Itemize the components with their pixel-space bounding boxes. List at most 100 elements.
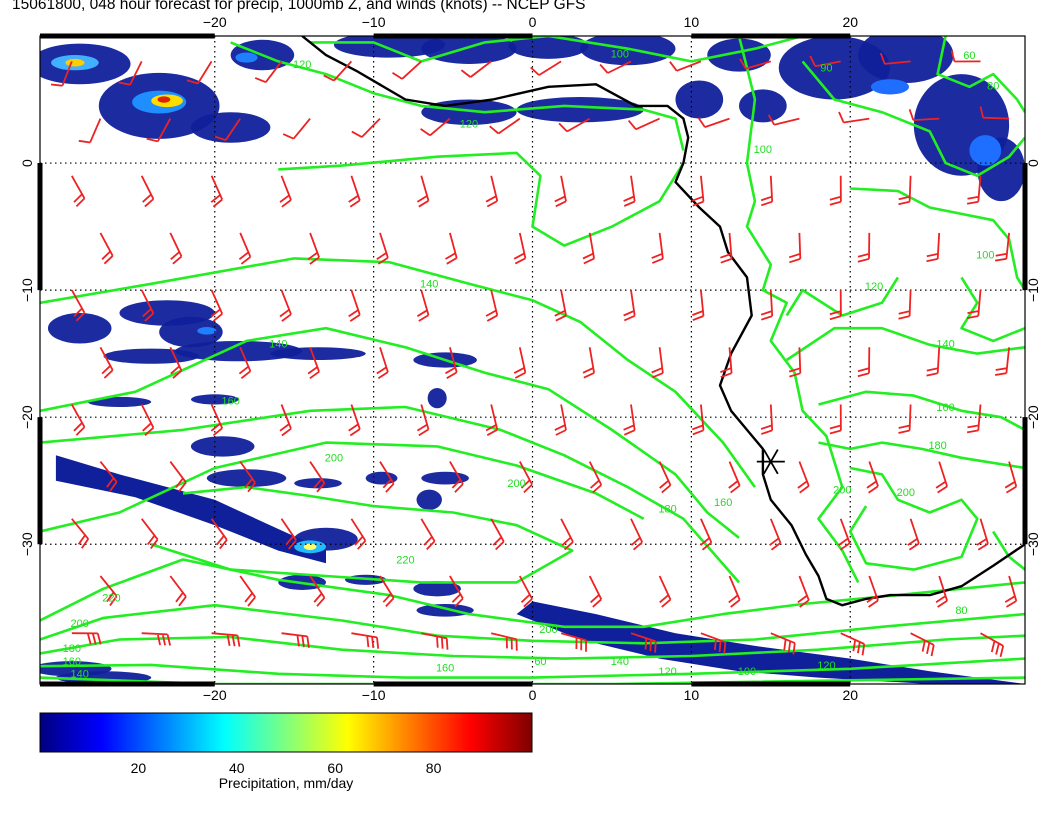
contour-label: 120 xyxy=(817,660,835,672)
wind-barb xyxy=(1004,461,1018,494)
wind-barb xyxy=(348,404,361,437)
precip-band xyxy=(55,455,327,564)
wind-barb xyxy=(416,404,430,437)
contour-label: 60 xyxy=(534,656,546,668)
precip-core xyxy=(303,543,317,550)
wind-barb xyxy=(351,117,381,138)
wind-barb xyxy=(797,575,810,608)
precip-area xyxy=(159,316,223,348)
precipitation-colorbar: 20 40 60 80 xyxy=(39,712,533,776)
contour-label: 160 xyxy=(714,497,732,509)
wind-barb xyxy=(651,232,664,264)
wind-barb xyxy=(392,60,422,80)
contour-label: 140 xyxy=(420,279,438,291)
lat-tick-label-right: −10 xyxy=(1025,278,1041,302)
geopotential-contours xyxy=(40,36,1025,684)
contour-label: 220 xyxy=(102,592,120,604)
wind-barb xyxy=(651,347,664,379)
contour-label: 160 xyxy=(936,402,954,414)
wind-barb xyxy=(140,404,155,436)
contour-line xyxy=(785,326,1025,362)
wind-barb xyxy=(588,575,603,608)
wind-barb xyxy=(979,106,1010,120)
wind-barb xyxy=(697,117,730,128)
lon-tick-label-bottom: −10 xyxy=(362,687,386,703)
lon-tick-label-bottom: −20 xyxy=(203,687,227,703)
contour-label: 200 xyxy=(325,453,343,465)
precip-area xyxy=(270,347,366,360)
wind-barb xyxy=(118,60,143,86)
contour-line xyxy=(848,466,979,571)
lon-tick-label-top: −10 xyxy=(362,14,386,30)
wind-barb xyxy=(309,575,326,607)
wind-barb xyxy=(210,404,224,437)
contour-line xyxy=(310,36,803,63)
precip-area xyxy=(516,96,644,123)
wind-barb xyxy=(554,404,567,436)
wind-barb xyxy=(279,175,292,208)
wind-barb xyxy=(788,232,802,264)
lat-tick-label-left: −20 xyxy=(19,405,35,429)
contour-line xyxy=(40,257,756,488)
wind-barb xyxy=(809,55,841,68)
wind-barb xyxy=(445,347,458,379)
wind-barb xyxy=(449,575,464,608)
wind-barb xyxy=(691,290,705,321)
contour-label: 200 xyxy=(71,618,89,630)
wind-barb xyxy=(588,461,603,494)
wind-barb xyxy=(627,117,660,131)
contour-label: 120 xyxy=(658,666,676,678)
wind-barb xyxy=(966,290,982,319)
lat-tick-label-left: −30 xyxy=(19,532,35,556)
lon-tick-label-top: 20 xyxy=(842,14,858,30)
wind-barb xyxy=(700,632,727,654)
wind-barb xyxy=(728,461,741,494)
location-marker xyxy=(756,449,785,475)
wind-barb xyxy=(623,175,636,207)
wind-barb xyxy=(926,347,941,377)
wind-barb xyxy=(519,575,533,608)
precip-area xyxy=(421,36,517,64)
colorbar-gradient xyxy=(39,712,533,753)
lat-tick-label-right: 0 xyxy=(1025,159,1041,167)
contour-line xyxy=(40,441,645,533)
lon-tick-label-top: 0 xyxy=(529,14,537,30)
wind-barb xyxy=(420,518,436,551)
wind-barb xyxy=(279,289,292,322)
contour-line xyxy=(801,60,1025,178)
wind-barb xyxy=(699,518,713,551)
contour-label: 180 xyxy=(658,503,676,515)
wind-barb xyxy=(99,461,118,492)
precip-area xyxy=(190,436,255,457)
wind-barb xyxy=(767,114,800,126)
wind-barb xyxy=(866,575,879,608)
wind-barb xyxy=(513,232,527,265)
contour-line xyxy=(40,326,740,539)
wind-barb xyxy=(829,404,842,435)
wind-barb xyxy=(99,346,114,379)
wind-barb xyxy=(530,60,562,76)
wind-barb xyxy=(994,347,1010,376)
contour-label: 180 xyxy=(928,440,946,452)
wind-barb xyxy=(210,289,224,322)
precip-area xyxy=(416,489,442,510)
precip-core xyxy=(157,96,171,103)
lat-tick-label-right: −30 xyxy=(1025,532,1041,556)
contour-label: 200 xyxy=(897,487,915,499)
coastline-path xyxy=(301,36,1025,607)
wind-barb xyxy=(966,404,982,434)
wind-barb xyxy=(169,461,187,492)
contour-line xyxy=(936,36,1025,113)
wind-barb xyxy=(658,575,672,608)
contour-label: 200 xyxy=(539,624,557,636)
wind-barb xyxy=(348,175,361,208)
wind-barb xyxy=(728,575,741,608)
contour-label: 160 xyxy=(221,395,239,407)
wind-barb xyxy=(140,175,155,208)
wind-barb xyxy=(210,518,228,550)
wind-barb xyxy=(691,404,705,436)
contour-line xyxy=(737,36,860,583)
wind-barb xyxy=(513,347,527,379)
wind-barb xyxy=(788,347,802,378)
